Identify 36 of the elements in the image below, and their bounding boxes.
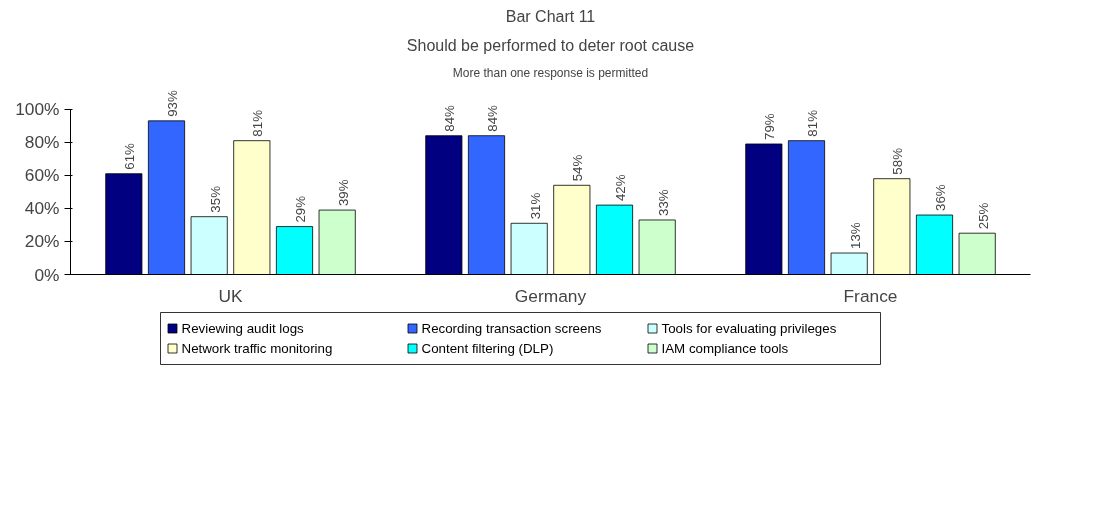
y-tick-label: 0% [34, 264, 60, 285]
legend-label: Network traffic monitoring [181, 341, 333, 356]
x-tick-label: UK [218, 285, 243, 306]
data-label: 61% [122, 142, 138, 170]
data-label: 84% [442, 104, 458, 132]
legend-label: Tools for evaluating privileges [661, 321, 837, 336]
text: More than one response is permitted [452, 65, 649, 80]
data-label: 29% [293, 195, 308, 223]
data-label: 79% [762, 113, 778, 140]
data-label: 13% [847, 222, 863, 250]
y-tick-label: 20% [24, 231, 60, 252]
data-label: 31% [527, 192, 543, 220]
data-label: 36% [933, 184, 948, 212]
legend-label: IAM compliance tools [661, 341, 789, 356]
data-label: 35% [207, 185, 223, 213]
y-tick-label: 100% [15, 99, 60, 120]
y-tick-label: 60% [24, 165, 60, 186]
x-tick-label: France [843, 285, 898, 306]
data-label: 58% [890, 147, 906, 175]
y-tick-label: 40% [24, 198, 60, 219]
data-label: 84% [485, 104, 500, 132]
data-label: 25% [975, 202, 991, 230]
x-tick-label: Germany [514, 285, 587, 306]
data-label: 81% [250, 109, 266, 137]
data-label: 33% [655, 189, 671, 216]
data-label: 54% [570, 154, 586, 182]
data-label: 39% [335, 179, 351, 207]
y-tick-label: 80% [24, 132, 60, 153]
chart-title: Bar Chart 11 [505, 7, 596, 25]
legend-label: Recording transaction screens [421, 321, 602, 336]
legend-label: Reviewing audit logs [181, 321, 305, 336]
data-label: 42% [613, 174, 628, 202]
chart-subtitle: Should be performed to deter root cause [406, 36, 695, 54]
legend-label: Content filtering (DLP) [421, 341, 554, 356]
data-label: 93% [165, 90, 180, 117]
data-label: 81% [805, 109, 820, 137]
